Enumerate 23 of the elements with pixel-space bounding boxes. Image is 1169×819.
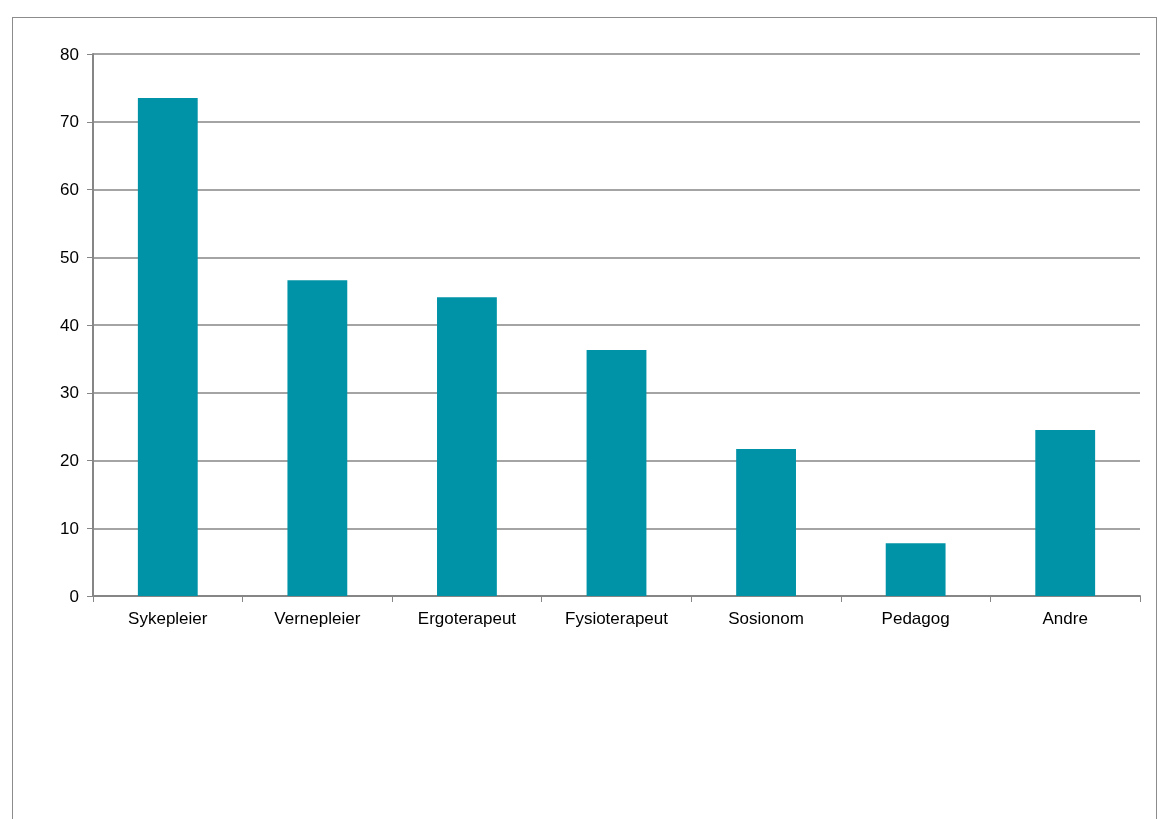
y-tick-label: 10	[60, 518, 79, 538]
x-tick-label: Pedagog	[881, 609, 950, 628]
x-tick-label: Vernepleier	[274, 609, 361, 628]
y-tick-label: 50	[60, 247, 79, 267]
x-tick-label: Andre	[1042, 609, 1088, 628]
y-tick-label: 20	[60, 451, 79, 470]
bar	[137, 98, 198, 596]
y-tick-label: 80	[60, 44, 79, 64]
bar	[586, 350, 647, 596]
x-tick-label: Ergoterapeut	[417, 609, 517, 628]
bar	[287, 280, 348, 596]
y-tick-label: 0	[69, 586, 79, 606]
x-tick-label: Sosionom	[728, 609, 804, 628]
x-tick-label: Fysioterapeut	[565, 609, 669, 628]
bar	[1035, 430, 1096, 596]
x-tick-label: Sykepleier	[128, 609, 208, 628]
y-tick-label: 70	[60, 112, 79, 132]
y-tick-label: 40	[60, 315, 79, 335]
bar	[885, 543, 946, 596]
bar	[437, 297, 497, 596]
y-tick-label: 60	[60, 180, 79, 199]
bar	[736, 448, 796, 596]
y-tick-label: 30	[60, 383, 79, 403]
